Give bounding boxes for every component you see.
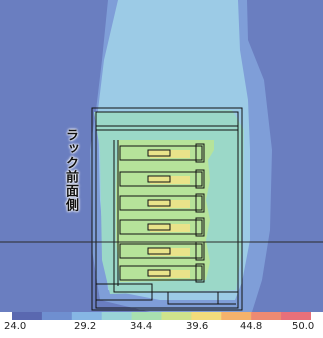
scale-segment (71, 312, 103, 320)
server-tray (119, 143, 205, 163)
scale-segment (41, 312, 73, 320)
scale-segment (101, 312, 133, 320)
scale-label-34-4: 34.4 (130, 321, 153, 332)
scale-segment (131, 312, 162, 320)
scale-segment (221, 312, 252, 320)
server-tray (119, 217, 205, 237)
server-tray (119, 193, 205, 213)
rack-front-side-label: ラック前面側 (63, 128, 78, 212)
scale-label-39-6: 39.6 (186, 321, 209, 332)
scale-label-44-8: 44.8 (240, 321, 263, 332)
temperature-color-scale (12, 312, 311, 320)
rack-base (95, 283, 236, 305)
scale-segment (161, 312, 192, 320)
scale-label-50-0: 50.0 (292, 321, 315, 332)
scale-label-29-2: 29.2 (74, 321, 97, 332)
scale-segment (251, 312, 282, 320)
rack-airflow-temperature-map (0, 0, 323, 312)
scale-label-24-0: 24.0 (4, 321, 27, 332)
server-tray (119, 169, 205, 189)
server-tray (119, 263, 205, 283)
scale-segment (281, 312, 311, 320)
rack-interior-warm-zone (116, 140, 214, 282)
server-trays (95, 143, 236, 305)
scale-segment (191, 312, 222, 320)
scale-segment (12, 312, 43, 320)
